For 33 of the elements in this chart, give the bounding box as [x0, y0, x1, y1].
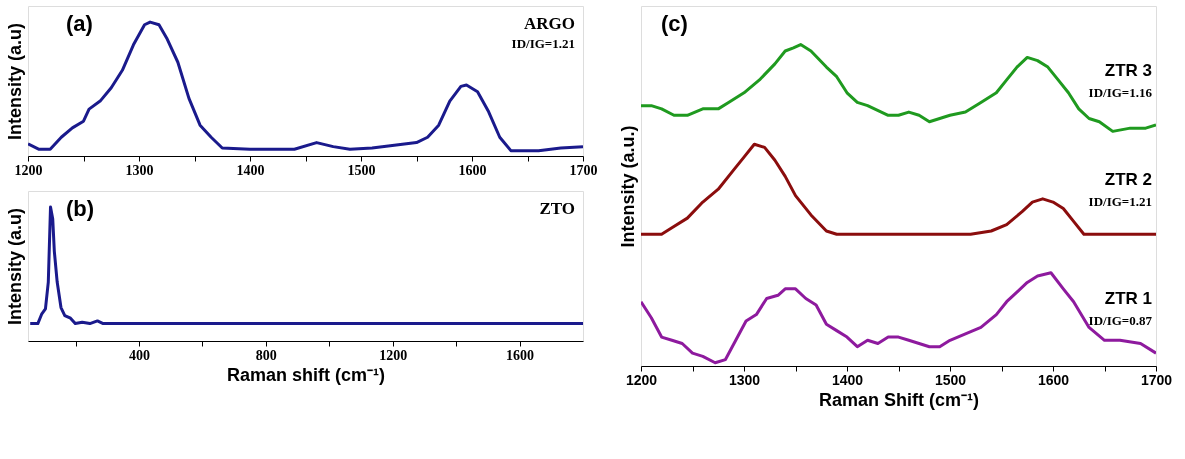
text: ZTR 2 [1104, 170, 1152, 190]
annotation: ID/IG=0.87 [1088, 313, 1153, 329]
annotation: ID/IG=1.21 [511, 36, 575, 51]
series-label: ZTR 1 [1104, 289, 1152, 309]
annotation: (a) [66, 11, 93, 36]
x-tick-label: 1400 [236, 162, 265, 178]
x-tick-label: 1700 [1140, 371, 1173, 388]
x-tick-label: 1600 [506, 347, 535, 363]
x-tick-label: 1500 [934, 371, 967, 388]
annotation: ID/IG=1.21 [1088, 194, 1152, 210]
x-tick-label: 1400 [831, 371, 864, 388]
x-tick-label: 1600 [458, 162, 487, 178]
x-tick-label: 1600 [1037, 371, 1070, 388]
text: ZTO [539, 199, 575, 218]
x-tick-label: 1200 [14, 162, 43, 178]
text: (c) [661, 11, 688, 36]
x-axis-title: Raman shift (cm⁻¹) [226, 364, 386, 385]
x-tick-label: 1300 [125, 162, 154, 178]
y-axis-title: Intensity (a.u.) [617, 125, 638, 248]
x-tick-label: 1200 [625, 371, 658, 388]
annotation: ID/IG=1.16 [1088, 84, 1153, 100]
x-tick-label: 1700 [569, 162, 598, 178]
x-axis-title: Raman Shift (cm⁻¹) [818, 389, 980, 410]
x-tick-label: 1500 [347, 162, 376, 178]
x-tick-label: 800 [255, 347, 277, 363]
y-axis-title: Intensity (a.u) [4, 207, 25, 326]
y-axis-title: Intensity (a.u) [4, 22, 25, 141]
annotation: (b) [66, 196, 95, 221]
x-tick-label: 400 [129, 347, 150, 363]
x-tick-label: 1300 [728, 371, 761, 388]
text: ARGO [524, 14, 575, 33]
text: ZTR 3 [1104, 60, 1152, 80]
x-tick-label: 1200 [379, 347, 408, 363]
